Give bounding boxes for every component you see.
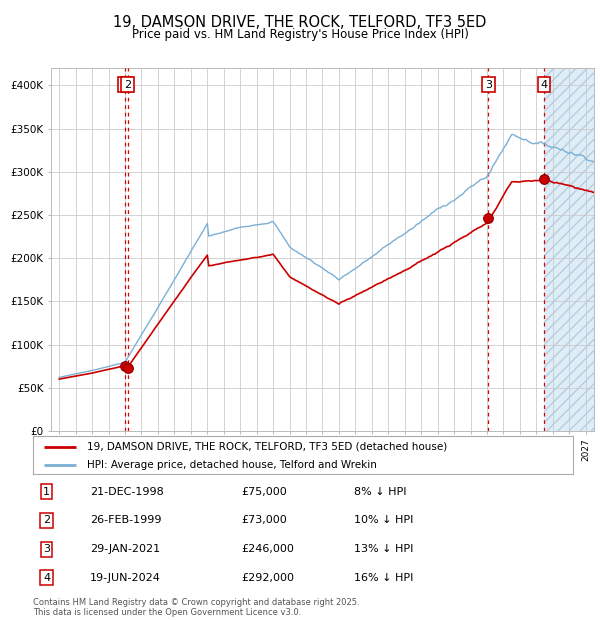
HPI: Average price, detached house, Telford and Wrekin: (2.02e+03, 3.43e+05): Average price, detached house, Telford a…: [509, 131, 517, 138]
Text: £75,000: £75,000: [241, 487, 287, 497]
Text: 4: 4: [43, 573, 50, 583]
Text: 19, DAMSON DRIVE, THE ROCK, TELFORD, TF3 5ED (detached house): 19, DAMSON DRIVE, THE ROCK, TELFORD, TF3…: [87, 441, 447, 451]
19, DAMSON DRIVE, THE ROCK, TELFORD, TF3 5ED (detached house): [489, 210, 496, 218]
HPI: Average price, detached house, Telford and Wrekin: (2e+03, 6.2e+04): Average price, detached house, Telford a…: [56, 374, 63, 381]
Text: £73,000: £73,000: [241, 515, 287, 525]
Text: 19, DAMSON DRIVE, THE ROCK, TELFORD, TF3 5ED: 19, DAMSON DRIVE, THE ROCK, TELFORD, TF3…: [113, 16, 487, 30]
Text: 1: 1: [43, 487, 50, 497]
19, DAMSON DRIVE, THE ROCK, TELFORD, TF3 5ED (detached house): [534, 177, 541, 184]
Text: 10% ↓ HPI: 10% ↓ HPI: [354, 515, 413, 525]
Text: 2: 2: [43, 515, 50, 525]
Text: This data is licensed under the Open Government Licence v3.0.: This data is licensed under the Open Gov…: [33, 608, 301, 617]
Text: 3: 3: [43, 544, 50, 554]
Text: 1: 1: [121, 79, 128, 89]
Text: £246,000: £246,000: [241, 544, 294, 554]
Bar: [544, 68, 594, 431]
Text: 29-JAN-2021: 29-JAN-2021: [90, 544, 160, 554]
HPI: Average price, detached house, Telford and Wrekin: (2.01e+03, 2.07e+05): Average price, detached house, Telford a…: [375, 248, 382, 255]
19, DAMSON DRIVE, THE ROCK, TELFORD, TF3 5ED (detached house): [56, 375, 63, 383]
Text: HPI: Average price, detached house, Telford and Wrekin: HPI: Average price, detached house, Telf…: [87, 459, 377, 470]
Text: 4: 4: [541, 79, 548, 89]
HPI: Average price, detached house, Telford and Wrekin: (2.03e+03, 3.12e+05): Average price, detached house, Telford a…: [592, 157, 599, 165]
Line: 19, DAMSON DRIVE, THE ROCK, TELFORD, TF3 5ED (detached house): 19, DAMSON DRIVE, THE ROCK, TELFORD, TF3…: [59, 180, 595, 379]
Text: 26-FEB-1999: 26-FEB-1999: [90, 515, 161, 525]
19, DAMSON DRIVE, THE ROCK, TELFORD, TF3 5ED (detached house): [375, 280, 382, 287]
Line: HPI: Average price, detached house, Telford and Wrekin: HPI: Average price, detached house, Telf…: [59, 135, 595, 378]
Text: 3: 3: [485, 79, 492, 89]
HPI: Average price, detached house, Telford and Wrekin: (2.01e+03, 2.12e+05): Average price, detached house, Telford a…: [379, 244, 386, 252]
Bar: [544, 68, 594, 431]
19, DAMSON DRIVE, THE ROCK, TELFORD, TF3 5ED (detached house): [592, 188, 599, 196]
19, DAMSON DRIVE, THE ROCK, TELFORD, TF3 5ED (detached house): [379, 278, 386, 285]
19, DAMSON DRIVE, THE ROCK, TELFORD, TF3 5ED (detached house): [484, 219, 491, 226]
Text: Contains HM Land Registry data © Crown copyright and database right 2025.: Contains HM Land Registry data © Crown c…: [33, 598, 359, 607]
Text: 13% ↓ HPI: 13% ↓ HPI: [354, 544, 413, 554]
HPI: Average price, detached house, Telford and Wrekin: (2.03e+03, 3.22e+05): Average price, detached house, Telford a…: [567, 149, 574, 156]
Text: 21-DEC-1998: 21-DEC-1998: [90, 487, 163, 497]
Text: 19-JUN-2024: 19-JUN-2024: [90, 573, 161, 583]
Text: £292,000: £292,000: [241, 573, 294, 583]
Text: 8% ↓ HPI: 8% ↓ HPI: [354, 487, 407, 497]
Text: 2: 2: [124, 79, 131, 89]
HPI: Average price, detached house, Telford and Wrekin: (2.02e+03, 3.33e+05): Average price, detached house, Telford a…: [527, 140, 535, 147]
Text: Price paid vs. HM Land Registry's House Price Index (HPI): Price paid vs. HM Land Registry's House …: [131, 29, 469, 41]
19, DAMSON DRIVE, THE ROCK, TELFORD, TF3 5ED (detached house): [567, 182, 574, 190]
19, DAMSON DRIVE, THE ROCK, TELFORD, TF3 5ED (detached house): [526, 177, 533, 185]
HPI: Average price, detached house, Telford and Wrekin: (2.02e+03, 3.06e+05): Average price, detached house, Telford a…: [489, 163, 496, 170]
Text: 16% ↓ HPI: 16% ↓ HPI: [354, 573, 413, 583]
HPI: Average price, detached house, Telford and Wrekin: (2.02e+03, 2.95e+05): Average price, detached house, Telford a…: [484, 173, 491, 180]
